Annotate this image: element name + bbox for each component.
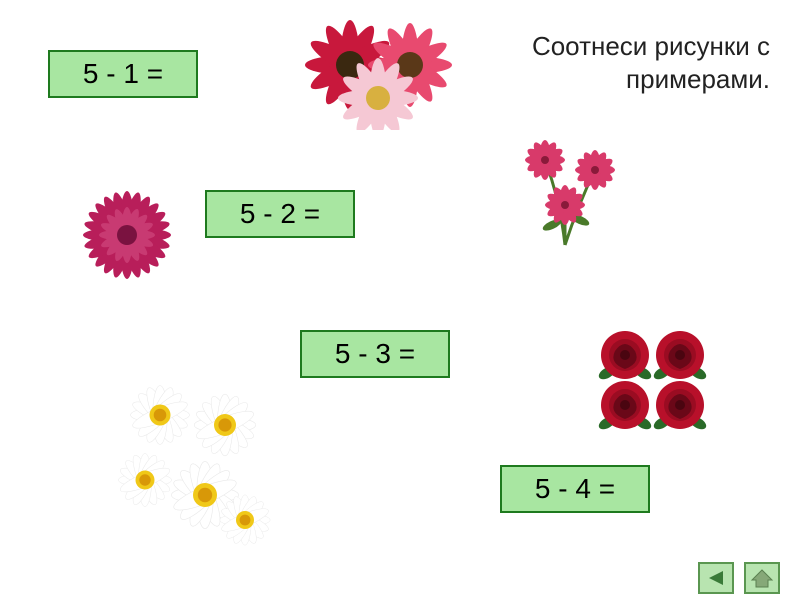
title-line1: Соотнеси рисунки с bbox=[532, 31, 770, 61]
rose-icon bbox=[580, 320, 720, 450]
back-button[interactable] bbox=[698, 562, 734, 594]
equation-text: 5 - 2 = bbox=[240, 198, 320, 229]
gerbera-icon bbox=[300, 20, 455, 130]
flower-gerbera-group[interactable] bbox=[300, 20, 455, 130]
home-button[interactable] bbox=[744, 562, 780, 594]
equation-text: 5 - 3 = bbox=[335, 338, 415, 369]
equation-box-2[interactable]: 5 - 2 = bbox=[205, 190, 355, 238]
equation-box-4[interactable]: 5 - 4 = bbox=[500, 465, 650, 513]
equation-text: 5 - 4 = bbox=[535, 473, 615, 504]
flower-lilies[interactable] bbox=[500, 130, 630, 250]
title-line2: примерами. bbox=[626, 64, 770, 94]
home-icon bbox=[750, 567, 774, 589]
arrow-left-icon bbox=[705, 568, 727, 588]
dahlia-icon bbox=[80, 190, 175, 280]
flower-daisies[interactable] bbox=[95, 370, 280, 555]
lily-icon bbox=[500, 130, 630, 250]
daisy-icon bbox=[95, 370, 280, 555]
flower-dahlia[interactable] bbox=[80, 190, 175, 280]
page-title: Соотнеси рисунки с примерами. bbox=[470, 30, 770, 95]
equation-box-1[interactable]: 5 - 1 = bbox=[48, 50, 198, 98]
equation-box-3[interactable]: 5 - 3 = bbox=[300, 330, 450, 378]
equation-text: 5 - 1 = bbox=[83, 58, 163, 89]
flower-roses[interactable] bbox=[580, 320, 720, 450]
